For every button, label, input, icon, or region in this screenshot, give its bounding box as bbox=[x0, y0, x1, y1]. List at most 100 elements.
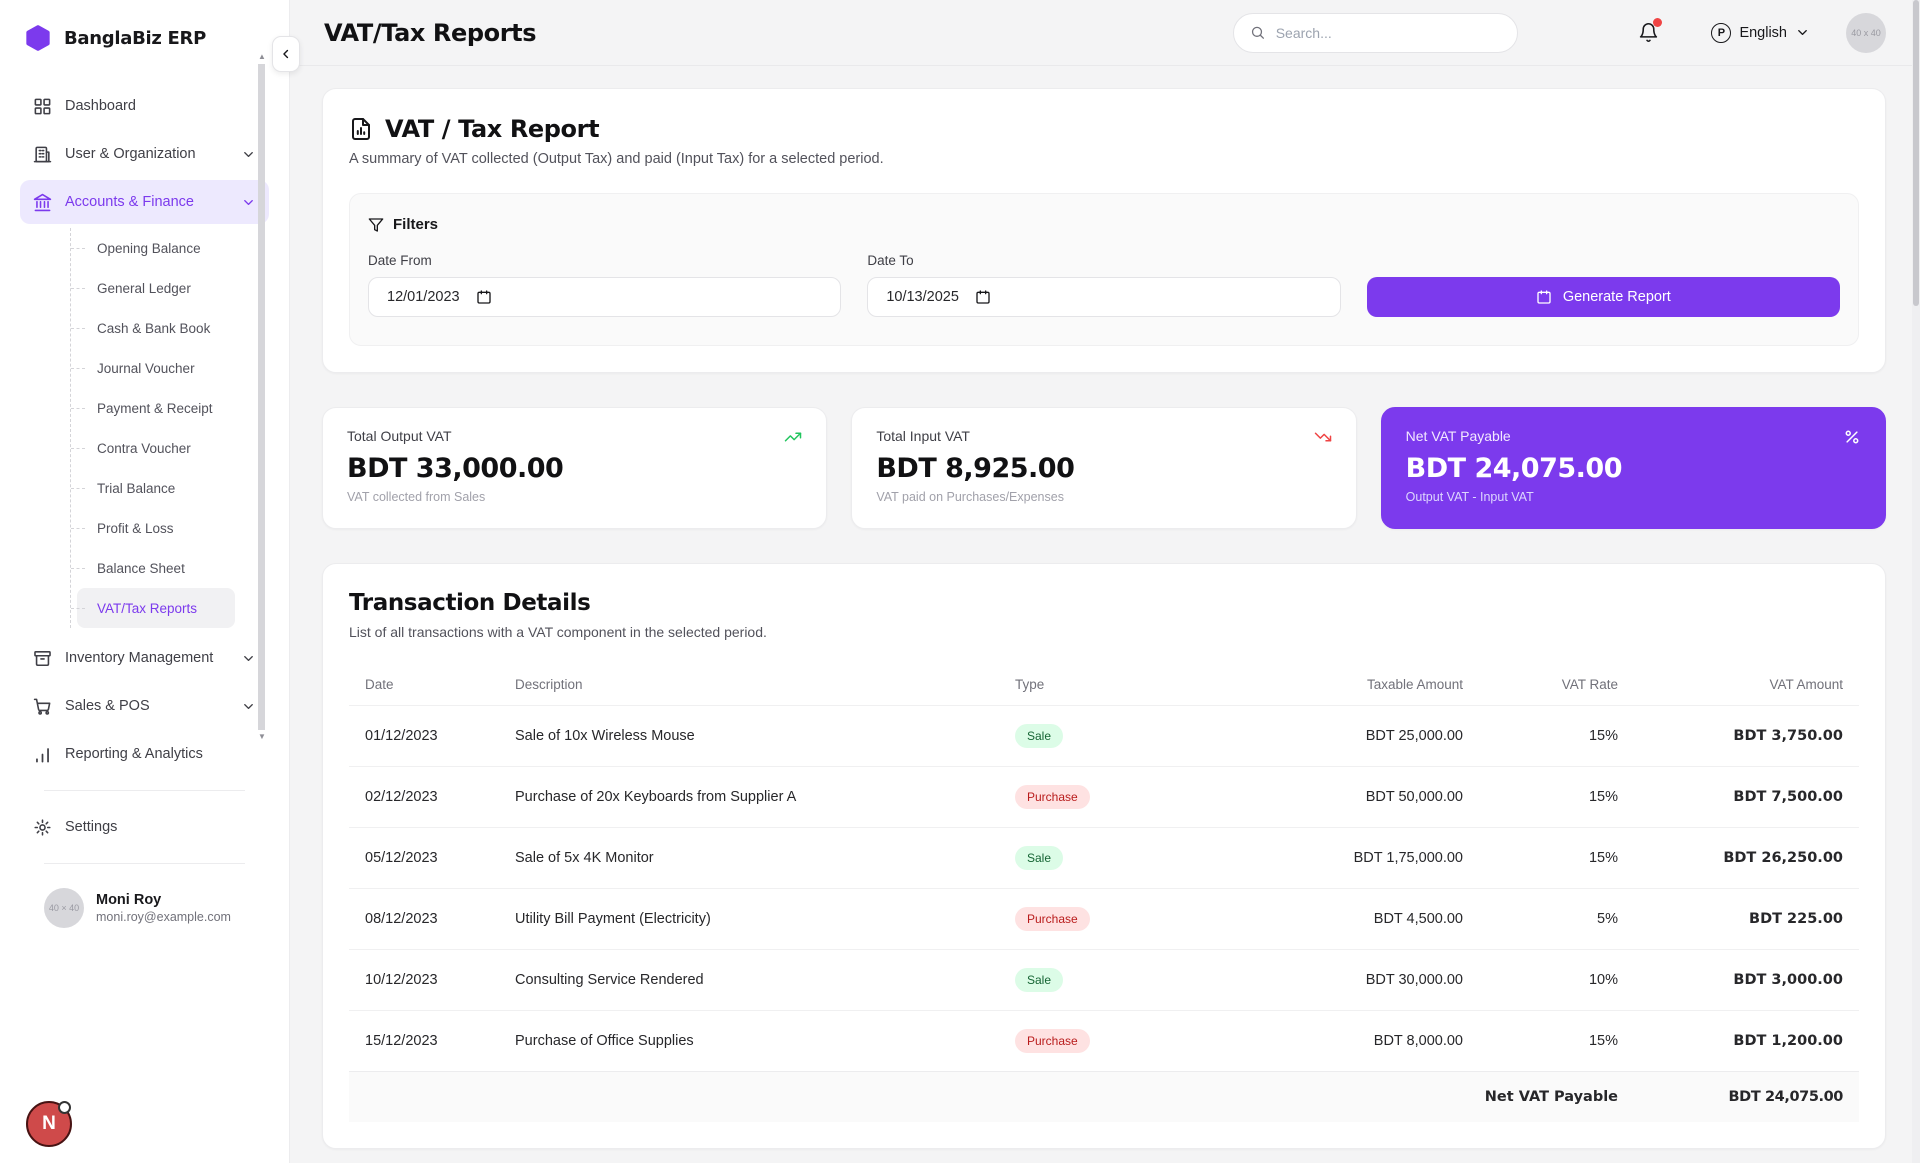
table-row: 15/12/2023 Purchase of Office Supplies P… bbox=[349, 1010, 1859, 1072]
cell-vat-amount: BDT 225.00 bbox=[1634, 888, 1859, 950]
submenu-item-payment-receipt[interactable]: Payment & Receipt bbox=[71, 388, 235, 428]
type-badge: Purchase bbox=[1015, 907, 1090, 931]
submenu-item-opening-balance[interactable]: Opening Balance bbox=[71, 228, 235, 268]
calendar-icon bbox=[1537, 290, 1551, 304]
card-value: BDT 8,925.00 bbox=[876, 453, 1075, 484]
cell-type: Purchase bbox=[999, 766, 1249, 828]
cell-date: 10/12/2023 bbox=[349, 949, 499, 1011]
search-bar[interactable] bbox=[1233, 12, 1519, 53]
sidebar-scrollbar[interactable]: ▲ ▼ bbox=[258, 52, 266, 742]
topbar: VAT/Tax Reports P English 40 x 40 bbox=[290, 0, 1920, 66]
sidebar-nav: Dashboard User & Organization Accounts &… bbox=[0, 72, 289, 938]
card-value: BDT 33,000.00 bbox=[347, 453, 564, 484]
date-to-label: Date To bbox=[867, 253, 914, 268]
sidebar-item-accounts-finance[interactable]: Accounts & Finance bbox=[20, 180, 269, 224]
card-caption: VAT paid on Purchases/Expenses bbox=[876, 490, 1064, 504]
column-header-description: Description bbox=[515, 677, 583, 692]
submenu-item-vat-tax-reports[interactable]: VAT/Tax Reports bbox=[71, 588, 235, 628]
generate-report-button[interactable]: Generate Report bbox=[1366, 277, 1840, 317]
cell-vat-rate: 15% bbox=[1479, 827, 1634, 889]
cell-type: Purchase bbox=[999, 888, 1249, 950]
submenu-item-trial-balance[interactable]: Trial Balance bbox=[71, 468, 235, 508]
search-icon bbox=[1252, 26, 1265, 39]
cell-type: Sale bbox=[999, 949, 1249, 1011]
filters-panel: Filters Date From 12/01/2023 Date To 10/… bbox=[349, 193, 1859, 346]
calendar-icon[interactable] bbox=[975, 289, 991, 305]
cell-description: Sale of 5x 4K Monitor bbox=[499, 827, 999, 889]
sidebar-item-sales-pos[interactable]: Sales & POS bbox=[20, 684, 269, 728]
chevron-down-icon bbox=[241, 651, 256, 666]
submenu-item-contra-voucher[interactable]: Contra Voucher bbox=[71, 428, 235, 468]
filter-funnel-icon bbox=[368, 217, 384, 232]
sidebar-item-reporting-analytics[interactable]: Reporting & Analytics bbox=[20, 732, 269, 776]
transaction-details-card: Transaction Details List of all transact… bbox=[322, 563, 1886, 1149]
table-footer-row: Net VAT Payable BDT 24,075.00 bbox=[349, 1071, 1859, 1122]
column-header-vat-rate: VAT Rate bbox=[1561, 677, 1618, 692]
scrollbar-up-arrow-icon[interactable]: ▲ bbox=[258, 52, 266, 61]
sidebar-item-label: Inventory Management bbox=[65, 650, 214, 666]
page-content: VAT / Tax Report A summary of VAT collec… bbox=[290, 66, 1920, 1149]
chevron-down-icon bbox=[241, 195, 256, 210]
sidebar-item-label: Sales & POS bbox=[65, 698, 150, 714]
sidebar: BanglaBiz ERP Dashboard User & Organizat… bbox=[0, 0, 290, 1163]
sidebar-item-inventory-management[interactable]: Inventory Management bbox=[20, 636, 269, 680]
cell-vat-amount: BDT 3,000.00 bbox=[1634, 949, 1859, 1011]
cart-icon bbox=[33, 698, 51, 715]
calendar-icon[interactable] bbox=[476, 289, 492, 305]
sidebar-item-label: Dashboard bbox=[65, 98, 136, 114]
cell-taxable-amount: BDT 1,75,000.00 bbox=[1249, 827, 1479, 889]
date-to-input[interactable]: 10/13/2025 bbox=[867, 277, 1341, 317]
scrollbar-thumb[interactable] bbox=[258, 64, 265, 730]
window-scrollbar-thumb[interactable] bbox=[1913, 0, 1919, 306]
language-selector[interactable]: P English bbox=[1711, 22, 1810, 43]
brand-name: BanglaBiz ERP bbox=[64, 27, 206, 49]
sidebar-item-dashboard[interactable]: Dashboard bbox=[20, 84, 269, 128]
user-name: Moni Roy bbox=[96, 892, 162, 908]
cell-vat-rate: 15% bbox=[1479, 1010, 1634, 1072]
transactions-table: Date Description Type Taxable Amount VAT… bbox=[349, 664, 1859, 1122]
submenu-item-cash-bank-book[interactable]: Cash & Bank Book bbox=[71, 308, 235, 348]
type-badge: Sale bbox=[1015, 846, 1064, 870]
cell-description: Utility Bill Payment (Electricity) bbox=[499, 888, 999, 950]
transactions-title: Transaction Details bbox=[349, 590, 591, 616]
sidebar-item-settings[interactable]: Settings bbox=[20, 805, 269, 849]
cell-taxable-amount: BDT 25,000.00 bbox=[1249, 705, 1479, 767]
scrollbar-down-arrow-icon[interactable]: ▼ bbox=[258, 732, 266, 741]
search-input[interactable] bbox=[1275, 24, 1502, 41]
date-from-value: 12/01/2023 bbox=[387, 289, 460, 305]
card-label: Total Input VAT bbox=[876, 428, 970, 444]
submenu-item-profit-loss[interactable]: Profit & Loss bbox=[71, 508, 235, 548]
chevron-down-icon bbox=[241, 699, 256, 714]
bar-chart-icon bbox=[36, 747, 49, 762]
dev-tools-badge[interactable]: N bbox=[26, 1101, 72, 1147]
report-subtitle: A summary of VAT collected (Output Tax) … bbox=[349, 151, 884, 167]
cell-date: 02/12/2023 bbox=[349, 766, 499, 828]
sidebar-item-label: User & Organization bbox=[65, 146, 196, 162]
date-from-input[interactable]: 12/01/2023 bbox=[368, 277, 842, 317]
profile-avatar[interactable]: 40 x 40 bbox=[1846, 12, 1886, 53]
sidebar-user-profile[interactable]: 40 × 40 Moni Roy moni.roy@example.com bbox=[20, 878, 269, 938]
language-icon: P bbox=[1711, 22, 1732, 43]
card-caption: Output VAT - Input VAT bbox=[1405, 490, 1534, 504]
cell-taxable-amount: BDT 30,000.00 bbox=[1249, 949, 1479, 1011]
summary-cards: Total Output VAT BDT 33,000.00 VAT colle… bbox=[322, 407, 1886, 529]
type-badge: Sale bbox=[1015, 724, 1064, 748]
column-header-vat-amount: VAT Amount bbox=[1769, 677, 1843, 692]
notifications-button[interactable] bbox=[1638, 18, 1663, 43]
table-header-row: Date Description Type Taxable Amount VAT… bbox=[349, 664, 1859, 706]
submenu-item-balance-sheet[interactable]: Balance Sheet bbox=[71, 548, 235, 588]
window-scrollbar[interactable] bbox=[1912, 0, 1920, 1163]
sidebar-item-user-organization[interactable]: User & Organization bbox=[20, 132, 269, 176]
submenu-item-general-ledger[interactable]: General Ledger bbox=[71, 268, 235, 308]
report-title: VAT / Tax Report bbox=[385, 115, 600, 143]
sidebar-collapse-button[interactable] bbox=[272, 36, 300, 72]
type-badge: Sale bbox=[1015, 968, 1064, 992]
cell-vat-rate: 10% bbox=[1479, 949, 1634, 1011]
brand-hexagon-logo-icon bbox=[26, 25, 50, 51]
card-label: Net VAT Payable bbox=[1405, 428, 1511, 444]
cell-date: 08/12/2023 bbox=[349, 888, 499, 950]
total-input-vat-card: Total Input VAT BDT 8,925.00 VAT paid on… bbox=[851, 407, 1357, 529]
column-header-type: Type bbox=[1015, 677, 1045, 692]
submenu-item-journal-voucher[interactable]: Journal Voucher bbox=[71, 348, 235, 388]
cell-vat-amount: BDT 1,200.00 bbox=[1634, 1010, 1859, 1072]
